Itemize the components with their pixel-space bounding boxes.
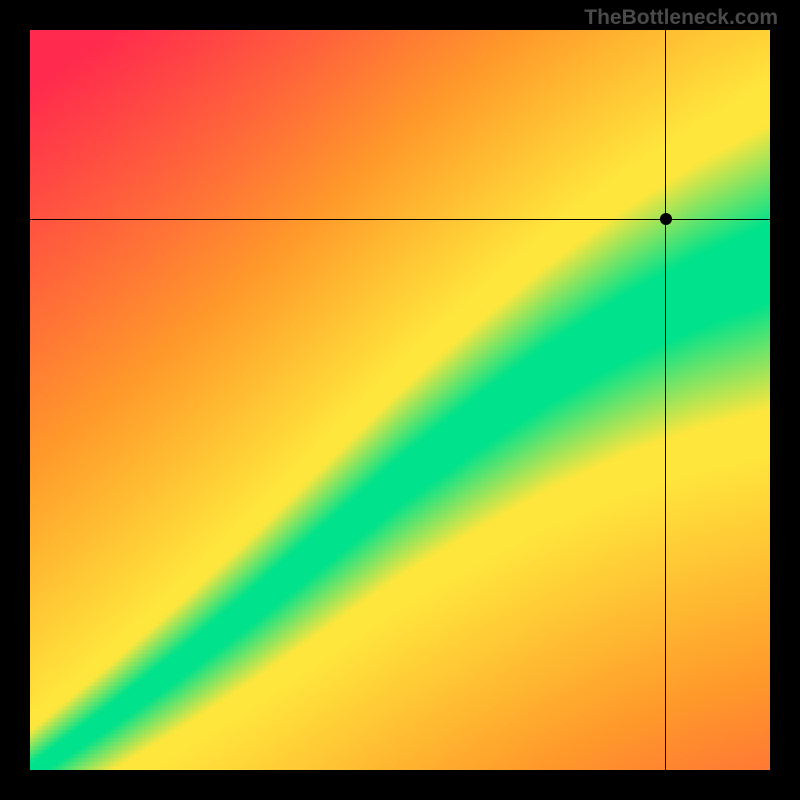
heatmap-canvas: [30, 30, 770, 770]
crosshair-horizontal: [0, 219, 800, 221]
crosshair-vertical: [665, 0, 667, 800]
crosshair-marker: [660, 213, 672, 225]
watermark-text: TheBottleneck.com: [584, 6, 778, 30]
heatmap-plot: [30, 30, 770, 770]
